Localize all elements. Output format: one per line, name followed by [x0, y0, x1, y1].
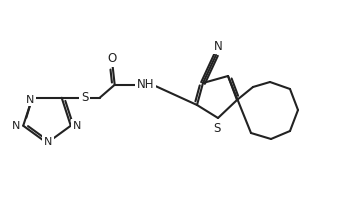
Text: S: S	[213, 122, 221, 134]
Text: N: N	[26, 95, 34, 105]
Text: N: N	[73, 121, 81, 131]
Text: NH: NH	[137, 78, 154, 91]
Text: N: N	[214, 40, 222, 52]
Text: N: N	[12, 121, 20, 131]
Text: O: O	[107, 52, 116, 65]
Text: S: S	[81, 91, 88, 104]
Text: N: N	[44, 137, 52, 147]
